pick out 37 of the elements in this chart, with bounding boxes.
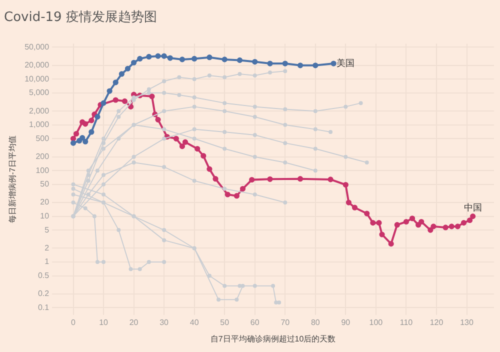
y-tick-label: 2,000 bbox=[29, 106, 50, 116]
x-tick-label: 30 bbox=[160, 318, 170, 327]
y-tick-label: 500 bbox=[36, 134, 50, 143]
y-tick-label: 10,000 bbox=[24, 74, 50, 84]
x-tick-label: 70 bbox=[280, 318, 290, 327]
x-tick-label: 10 bbox=[99, 318, 109, 327]
x-tick-label: 90 bbox=[341, 318, 351, 327]
x-tick-label: 100 bbox=[369, 318, 384, 327]
y-tick-label: 5,000 bbox=[29, 88, 50, 98]
y-tick-label: 20,000 bbox=[24, 60, 50, 70]
x-tick-label: 50 bbox=[220, 318, 230, 327]
y-tick-label: 20 bbox=[40, 198, 50, 207]
series-label: 美国 bbox=[336, 58, 355, 69]
y-tick-label: 100 bbox=[36, 166, 50, 175]
y-tick-label: 1,000 bbox=[29, 120, 50, 130]
y-tick-label: 1 bbox=[44, 257, 50, 266]
y-tick-label: 50,000 bbox=[24, 42, 50, 52]
x-tick-label: 80 bbox=[310, 318, 320, 327]
series-label: 中国 bbox=[464, 202, 482, 214]
x-tick-label: 20 bbox=[129, 318, 139, 327]
y-tick-label: 0.5 bbox=[38, 270, 50, 280]
y-axis-title: 每日新增病例-7日平均值 bbox=[8, 136, 18, 223]
y-tick-label: 10 bbox=[40, 212, 50, 221]
y-tick-label: 0.1 bbox=[38, 302, 50, 312]
x-axis-title: 自7日平均确诊病例超过10后的天数 bbox=[210, 334, 336, 344]
x-tick-label: 110 bbox=[400, 318, 414, 327]
x-tick-label: 120 bbox=[430, 318, 444, 327]
y-tick-label: 2 bbox=[44, 243, 50, 252]
y-tick-label: 0.2 bbox=[38, 289, 50, 298]
x-tick-label: 130 bbox=[460, 318, 474, 327]
x-tick-label: 0 bbox=[71, 318, 76, 327]
chart-title: Covid-19 疫情发展趋势图 bbox=[4, 10, 157, 26]
y-tick-label: 200 bbox=[36, 152, 50, 162]
x-tick-label: 60 bbox=[250, 318, 260, 327]
y-tick-label: 50 bbox=[40, 180, 50, 189]
y-tick-label: 5 bbox=[44, 225, 50, 234]
x-tick-label: 40 bbox=[190, 318, 200, 327]
